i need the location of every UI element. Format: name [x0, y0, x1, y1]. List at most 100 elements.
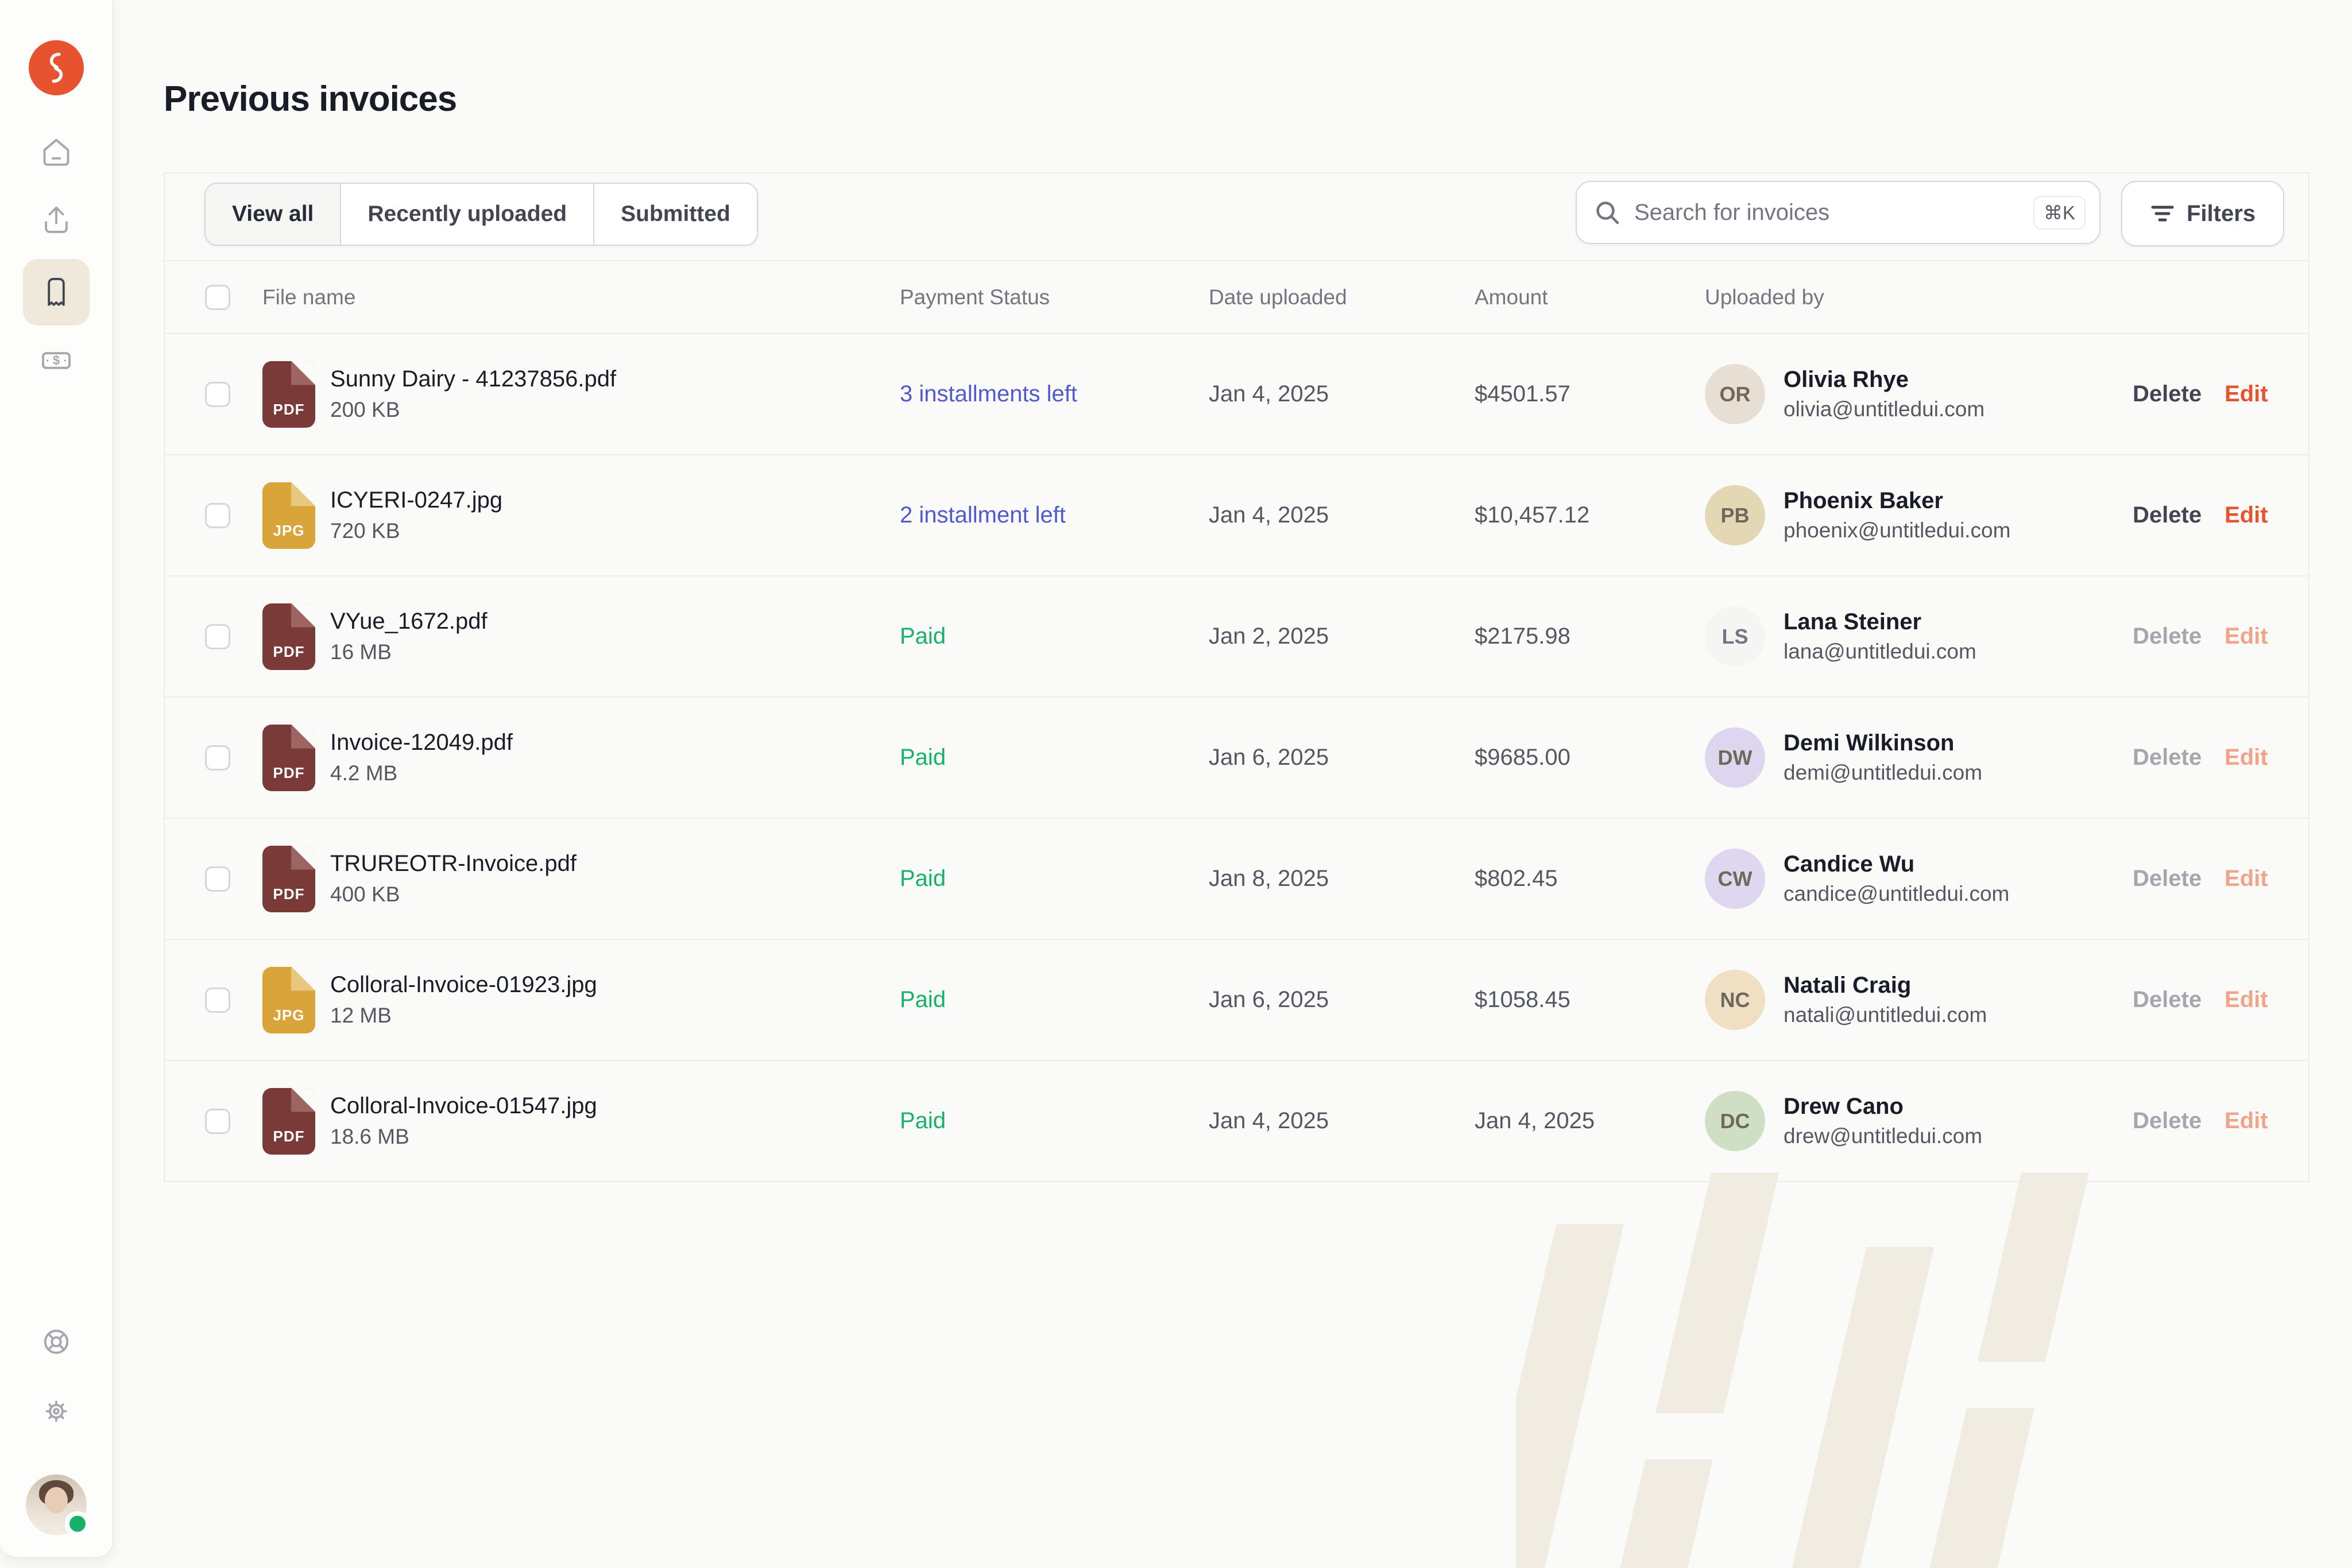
row-checkbox[interactable] [205, 502, 230, 528]
user-avatar[interactable] [26, 1474, 90, 1536]
filters-button[interactable]: Filters [2121, 181, 2284, 246]
uploader-email: natali@untitledui.com [1784, 1003, 1987, 1027]
table-row: PDF Colloral-Invoice-01547.jpg 18.6 MB P… [165, 1061, 2308, 1181]
file-type-badge: JPG [273, 521, 305, 539]
uploader-email: phoenix@untitledui.com [1784, 518, 2011, 542]
row-checkbox[interactable] [205, 381, 230, 407]
table-row: PDF VYue_1672.pdf 16 MB Paid Jan 2, 2025… [165, 576, 2308, 698]
jpg-file-icon: JPG [262, 482, 315, 549]
keyboard-shortcut-badge: ⌘K [2033, 195, 2086, 230]
search-input[interactable] [1633, 199, 2033, 226]
delete-button[interactable]: Delete [2133, 745, 2202, 770]
file-name: ICYERI-0247.jpg [330, 487, 503, 513]
file-type-badge: PDF [273, 400, 305, 418]
select-all-checkbox[interactable] [205, 284, 230, 310]
amount: $10,457.12 [1475, 502, 1590, 528]
sidebar-item-settings[interactable] [23, 1378, 90, 1445]
column-header-amount: Amount [1475, 285, 1548, 309]
jpg-file-icon: JPG [262, 966, 315, 1033]
file-size: 4.2 MB [330, 761, 398, 785]
column-header-date-uploaded: Date uploaded [1209, 285, 1347, 309]
tab-recently-uploaded[interactable]: Recently uploaded [340, 184, 594, 245]
uploader-avatar: OR [1705, 364, 1765, 424]
uploader-avatar: LS [1705, 606, 1765, 667]
date-uploaded: Jan 6, 2025 [1209, 987, 1329, 1012]
row-checkbox[interactable] [205, 745, 230, 771]
sidebar-item-upload[interactable] [23, 188, 90, 255]
payment-status[interactable]: 3 installments left [900, 381, 1078, 406]
table-row: PDF Invoice-12049.pdf 4.2 MB Paid Jan 6,… [165, 698, 2308, 819]
payment-status: Paid [900, 866, 946, 891]
payment-status: Paid [900, 745, 946, 770]
file-name: VYue_1672.pdf [330, 609, 488, 634]
page-title: Previous invoices [164, 79, 457, 119]
amount: Jan 4, 2025 [1475, 1108, 1595, 1133]
row-checkbox[interactable] [205, 624, 230, 649]
payment-status: Paid [900, 987, 946, 1012]
delete-button[interactable]: Delete [2133, 987, 2202, 1012]
sidebar-item-support[interactable] [23, 1308, 90, 1375]
table-row: JPG ICYERI-0247.jpg 720 KB 2 installment… [165, 455, 2308, 576]
column-header-payment-status: Payment Status [900, 285, 1050, 309]
uploader-email: candice@untitledui.com [1784, 882, 2010, 905]
receipt-icon [38, 274, 75, 311]
uploader-name: Candice Wu [1784, 851, 1915, 877]
uploader-email: demi@untitledui.com [1784, 761, 1983, 784]
filters-button-label: Filters [2186, 200, 2256, 226]
uploader-email: olivia@untitledui.com [1784, 397, 1985, 421]
delete-button[interactable]: Delete [2133, 381, 2202, 406]
pdf-file-icon: PDF [262, 724, 315, 791]
payment-status[interactable]: 2 installment left [900, 502, 1066, 528]
row-checkbox[interactable] [205, 987, 230, 1013]
edit-button[interactable]: Edit [2225, 502, 2268, 528]
tab-group: View all Recently uploaded Submitted [204, 183, 758, 246]
uploader-avatar: CW [1705, 849, 1765, 909]
svg-text:$: $ [53, 353, 60, 367]
date-uploaded: Jan 4, 2025 [1209, 502, 1329, 528]
edit-button[interactable]: Edit [2225, 866, 2268, 891]
sidebar-item-home[interactable] [23, 119, 90, 185]
date-uploaded: Jan 4, 2025 [1209, 381, 1329, 406]
uploader-name: Drew Cano [1784, 1094, 1904, 1119]
file-size: 12 MB [330, 1004, 392, 1027]
row-checkbox[interactable] [205, 1108, 230, 1134]
tab-submitted[interactable]: Submitted [593, 184, 757, 245]
edit-button[interactable]: Edit [2225, 1108, 2268, 1133]
sidebar-item-payments[interactable]: $ [23, 327, 90, 394]
uploader-name: Lana Steiner [1784, 609, 1922, 634]
row-checkbox[interactable] [205, 866, 230, 892]
delete-button[interactable]: Delete [2133, 624, 2202, 649]
file-name: Colloral-Invoice-01547.jpg [330, 1093, 597, 1118]
amount: $802.45 [1475, 866, 1558, 891]
delete-button[interactable]: Delete [2133, 866, 2202, 891]
uploader-name: Demi Wilkinson [1784, 730, 1955, 756]
delete-button[interactable]: Delete [2133, 502, 2202, 528]
brand-logo[interactable] [29, 40, 84, 95]
file-name: Sunny Dairy - 41237856.pdf [330, 366, 617, 392]
payment-status: Paid [900, 1108, 946, 1133]
table-header-row: File name Payment Status Date uploaded A… [165, 260, 2308, 334]
edit-button[interactable]: Edit [2225, 987, 2268, 1012]
file-type-badge: PDF [273, 885, 305, 903]
gear-icon [38, 1393, 75, 1430]
edit-button[interactable]: Edit [2225, 745, 2268, 770]
table-row: JPG Colloral-Invoice-01923.jpg 12 MB Pai… [165, 940, 2308, 1061]
pdf-file-icon: PDF [262, 1087, 315, 1155]
file-size: 400 KB [330, 882, 400, 906]
uploader-avatar: DW [1705, 727, 1765, 788]
date-uploaded: Jan 8, 2025 [1209, 866, 1329, 891]
edit-button[interactable]: Edit [2225, 624, 2268, 649]
delete-button[interactable]: Delete [2133, 1108, 2202, 1133]
amount: $9685.00 [1475, 745, 1570, 770]
tab-view-all[interactable]: View all [206, 184, 341, 245]
file-size: 720 KB [330, 519, 400, 543]
sidebar-item-invoices[interactable] [23, 259, 90, 326]
search-bar[interactable]: ⌘K [1576, 181, 2100, 244]
invoices-table: File name Payment Status Date uploaded A… [164, 172, 2310, 1182]
file-type-badge: PDF [273, 642, 305, 660]
date-uploaded: Jan 4, 2025 [1209, 1108, 1329, 1133]
uploader-email: lana@untitledui.com [1784, 640, 1976, 663]
edit-button[interactable]: Edit [2225, 381, 2268, 406]
column-header-uploaded-by: Uploaded by [1705, 285, 1824, 309]
file-type-badge: JPG [273, 1006, 305, 1024]
